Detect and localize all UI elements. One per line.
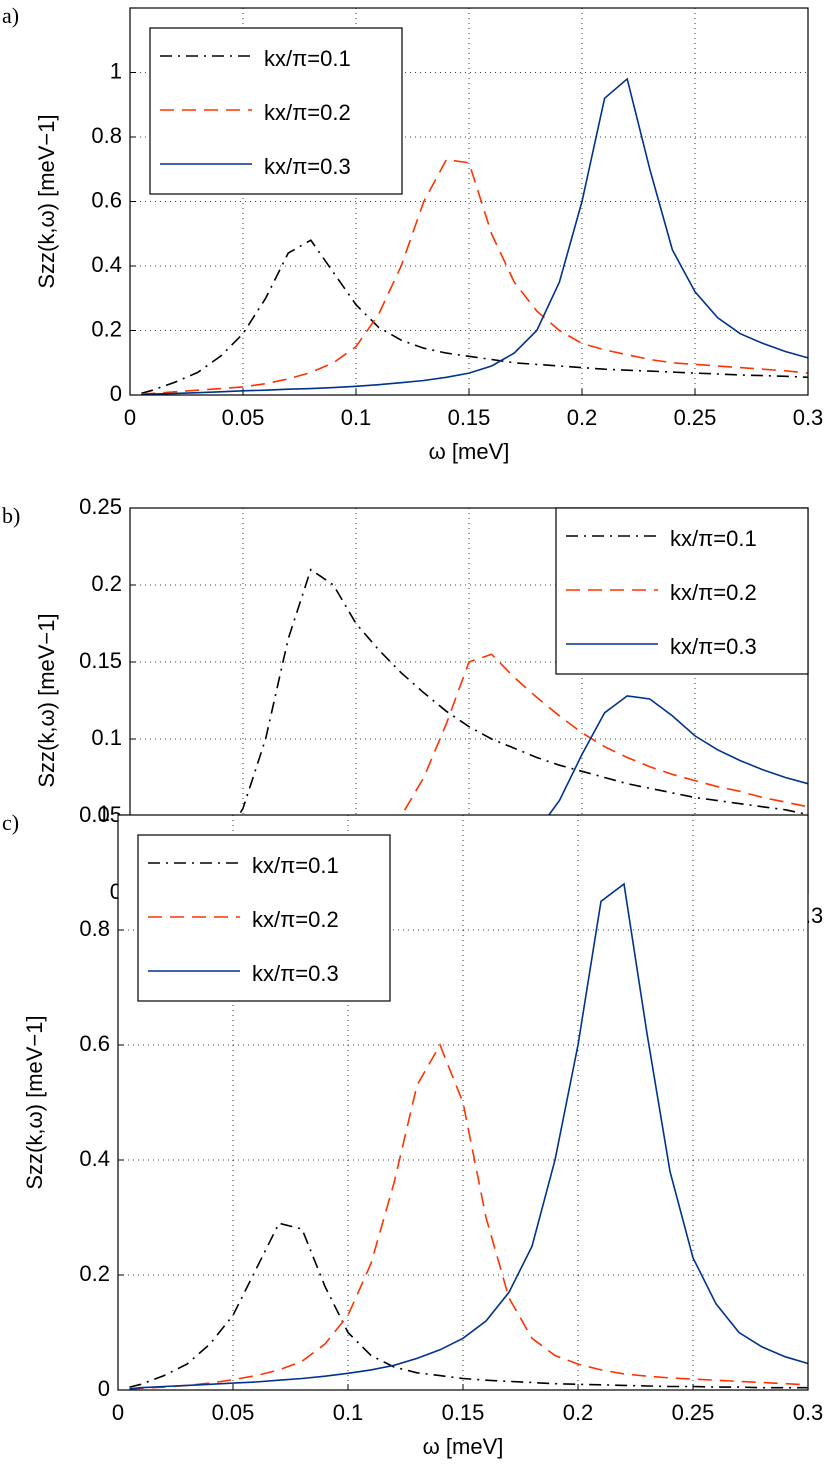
x-tick-label: 0.2: [563, 1400, 594, 1425]
y-tick-label: 0.2: [91, 316, 122, 341]
legend-label: kx/π=0.3: [252, 961, 339, 986]
x-tick-label: 0.25: [674, 405, 717, 430]
y-tick-label: 0.8: [91, 123, 122, 148]
y-tick-label: 0.15: [79, 648, 122, 673]
legend-label: kx/π=0.1: [264, 46, 351, 71]
x-tick-label: 0: [112, 1400, 124, 1425]
x-tick-label: 0.25: [672, 1400, 715, 1425]
y-tick-label: 0.8: [79, 916, 110, 941]
panel-label: b): [2, 503, 20, 528]
x-axis-label: ω [meV]: [429, 439, 510, 464]
x-axis-label: ω [meV]: [423, 1434, 504, 1459]
y-tick-label: 0.6: [91, 187, 122, 212]
y-axis-label: Szz(k,ω) [meV−1]: [22, 1015, 47, 1189]
x-tick-label: 0.3: [793, 1400, 824, 1425]
x-tick-label: 0.05: [212, 1400, 255, 1425]
y-tick-label: 0.1: [91, 725, 122, 750]
y-tick-label: 0.2: [79, 1261, 110, 1286]
y-tick-label: 0: [98, 1376, 110, 1401]
data-line: [129, 1222, 808, 1389]
panel-label: c): [2, 810, 19, 835]
x-tick-label: 0.15: [448, 405, 491, 430]
data-line: [141, 653, 809, 893]
y-tick-label: 0.25: [79, 494, 122, 519]
y-tick-label: 0.6: [79, 1031, 110, 1056]
x-tick-label: 0.2: [567, 405, 598, 430]
y-axis-label: Szz(k,ω) [meV−1]: [34, 613, 59, 787]
legend-label: kx/π=0.2: [264, 100, 351, 125]
data-line: [141, 158, 809, 395]
legend-label: kx/π=0.1: [670, 526, 757, 551]
y-tick-label: 1: [110, 58, 122, 83]
x-tick-label: 0.15: [442, 1400, 485, 1425]
legend-label: kx/π=0.1: [252, 853, 339, 878]
legend-label: kx/π=0.2: [252, 907, 339, 932]
x-tick-label: 0: [124, 405, 136, 430]
y-tick-label: 0.2: [91, 571, 122, 596]
axes-frame: [117, 814, 809, 1391]
data-line: [129, 882, 809, 1390]
y-tick-label: 0.4: [79, 1146, 110, 1171]
legend-label: kx/π=0.3: [264, 154, 351, 179]
legend-label: kx/π=0.3: [670, 634, 757, 659]
x-tick-label: 0.05: [222, 405, 265, 430]
data-line: [141, 239, 809, 395]
legend-label: kx/π=0.2: [670, 580, 757, 605]
y-axis-label: Szz(k,ω) [meV−1]: [34, 114, 59, 288]
y-tick-label: 1: [98, 801, 110, 826]
y-tick-label: 0.4: [91, 252, 122, 277]
x-tick-label: 0.3: [793, 405, 824, 430]
x-tick-label: 0.1: [341, 405, 372, 430]
data-line: [141, 568, 809, 890]
data-line: [141, 77, 809, 396]
x-tick-label: 0.1: [333, 1400, 364, 1425]
y-tick-label: 0.05: [79, 802, 122, 827]
axes-frame: [129, 7, 809, 396]
panel-label: a): [2, 3, 19, 28]
y-tick-label: 0: [110, 381, 122, 406]
